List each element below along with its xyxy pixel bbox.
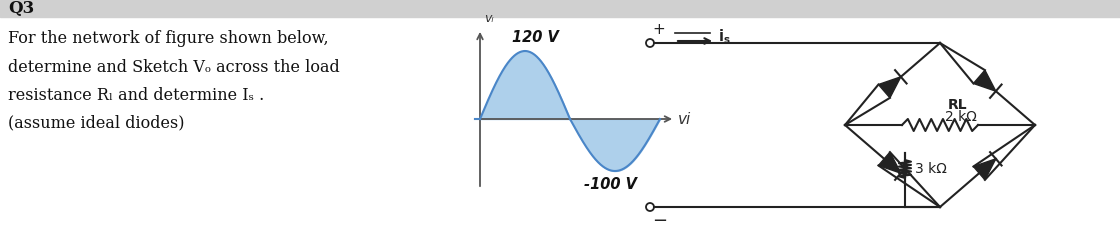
Text: vi: vi (678, 111, 691, 126)
Polygon shape (973, 70, 996, 91)
Text: vᵢ: vᵢ (484, 12, 494, 25)
Text: $\mathbf{i_s}$: $\mathbf{i_s}$ (718, 28, 730, 46)
Text: −: − (652, 212, 668, 230)
Polygon shape (973, 159, 996, 180)
Text: -100 V: -100 V (584, 177, 636, 192)
Text: 2 kΩ: 2 kΩ (945, 110, 977, 124)
Text: RL: RL (948, 98, 968, 112)
Text: Q3: Q3 (8, 0, 35, 18)
Text: For the network of figure shown below,: For the network of figure shown below, (8, 30, 328, 47)
Text: 3 kΩ: 3 kΩ (915, 162, 946, 176)
Bar (0, 0, 1120, 17)
Text: +: + (652, 22, 665, 38)
Text: 120 V: 120 V (512, 30, 559, 45)
Text: determine and Sketch Vₒ across the load: determine and Sketch Vₒ across the load (8, 59, 339, 76)
Text: resistance Rₗ and determine Iₛ .: resistance Rₗ and determine Iₛ . (8, 86, 264, 103)
Polygon shape (878, 152, 900, 173)
Text: (assume ideal diodes): (assume ideal diodes) (8, 115, 185, 131)
Polygon shape (878, 77, 900, 98)
